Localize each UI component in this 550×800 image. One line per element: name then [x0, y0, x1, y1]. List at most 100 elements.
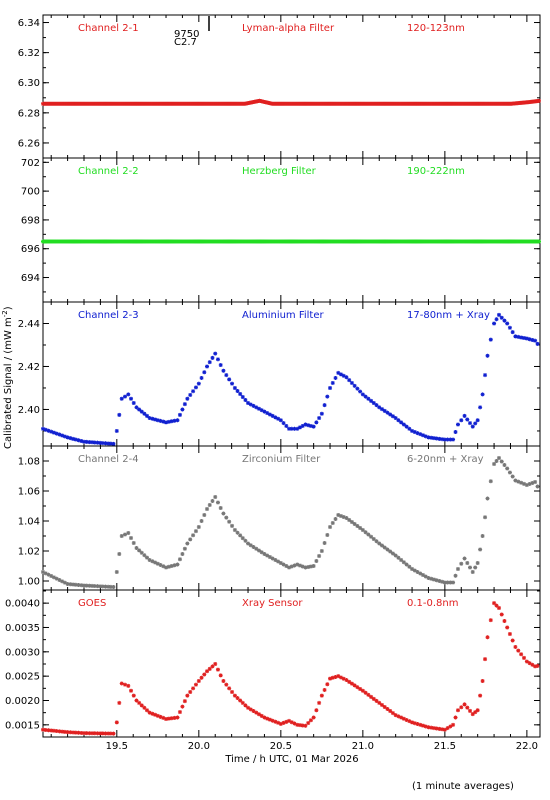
data-point [218, 673, 223, 678]
data-point [238, 391, 243, 396]
data-point [478, 547, 483, 552]
data-point [533, 664, 538, 669]
data-point [385, 410, 390, 415]
panel-5: 0.0015 0.0020 0.0025 0.0030 0.0035 0.0040 GOES… [5, 589, 541, 738]
data-point [175, 562, 180, 567]
data-point [103, 731, 108, 736]
data-point [516, 479, 521, 484]
data-point [502, 318, 507, 323]
data-point [483, 657, 488, 662]
data-point [295, 722, 300, 727]
data-point [265, 716, 270, 721]
data-series [41, 312, 540, 446]
data-point [366, 692, 371, 697]
data-point [259, 408, 264, 413]
data-point [111, 731, 116, 736]
data-point [188, 537, 193, 542]
data-point [465, 561, 470, 565]
data-point [108, 731, 113, 736]
data-point [510, 474, 515, 479]
data-point [431, 726, 436, 731]
data-point [150, 416, 155, 421]
data-point [355, 685, 360, 690]
data-point [530, 337, 535, 342]
data-point [513, 478, 518, 483]
data-point [147, 710, 152, 715]
data-point [134, 698, 139, 703]
data-point [235, 696, 240, 701]
data-point [281, 421, 286, 426]
data-point [483, 373, 488, 378]
data-point [79, 438, 84, 443]
data-point [287, 718, 292, 723]
data-point [248, 543, 253, 548]
data-point [330, 380, 335, 385]
event-marker-label-top: 9750 [174, 29, 199, 40]
data-point [281, 562, 286, 567]
data-point [256, 548, 261, 553]
data-point [278, 418, 283, 423]
data-point [426, 725, 431, 730]
data-point [256, 406, 261, 411]
data-point [276, 559, 281, 564]
data-point [336, 513, 341, 517]
data-point [494, 603, 499, 608]
data-point [172, 715, 177, 720]
data-point [164, 716, 169, 721]
data-point [106, 584, 111, 589]
data-point [98, 731, 103, 736]
data-point [153, 417, 158, 422]
data-point [196, 381, 201, 386]
data-point [410, 720, 415, 725]
data-point [270, 718, 275, 723]
data-point [126, 683, 131, 688]
data-point [147, 416, 152, 421]
data-point [382, 545, 387, 550]
data-point [478, 693, 483, 698]
y-tick-label: 6.34 [18, 18, 40, 29]
data-point [311, 715, 316, 720]
data-point [65, 582, 70, 586]
event-marker-label-bottom: C2.7 [174, 37, 197, 48]
data-point [76, 438, 81, 443]
data-point [524, 336, 529, 341]
data-point [267, 555, 272, 559]
data-point [369, 534, 374, 539]
data-point [465, 705, 470, 710]
data-point [374, 539, 379, 544]
data-point [442, 727, 447, 732]
data-point [106, 441, 111, 446]
data-point [273, 415, 278, 420]
data-point [396, 555, 401, 560]
data-point [169, 564, 174, 568]
y-tick-label: 0.0040 [5, 599, 40, 610]
data-point [60, 579, 65, 584]
data-point [524, 483, 529, 487]
data-point [300, 423, 305, 428]
panel-label: 17-80nm + Xray [407, 310, 490, 321]
data-point [317, 416, 322, 421]
data-point [535, 484, 540, 489]
data-point [488, 337, 493, 342]
data-point [475, 708, 480, 713]
data-point [319, 549, 324, 553]
data-point [123, 394, 128, 399]
data-point [502, 618, 507, 623]
data-point [230, 523, 235, 528]
y-tick-label: 2.42 [18, 362, 40, 373]
data-point [185, 541, 190, 546]
data-point [308, 564, 313, 569]
data-point [62, 434, 67, 439]
data-point [445, 580, 450, 585]
data-point [492, 462, 497, 466]
y-tick-label: 0.0035 [5, 623, 40, 634]
data-point [336, 674, 341, 679]
data-point [412, 430, 417, 435]
data-point [527, 482, 532, 486]
panel-label: Aluminium Filter [242, 310, 325, 321]
data-point [303, 422, 308, 427]
data-point [311, 424, 316, 429]
data-point [188, 689, 193, 694]
data-point [437, 579, 442, 583]
data-point [442, 437, 447, 442]
